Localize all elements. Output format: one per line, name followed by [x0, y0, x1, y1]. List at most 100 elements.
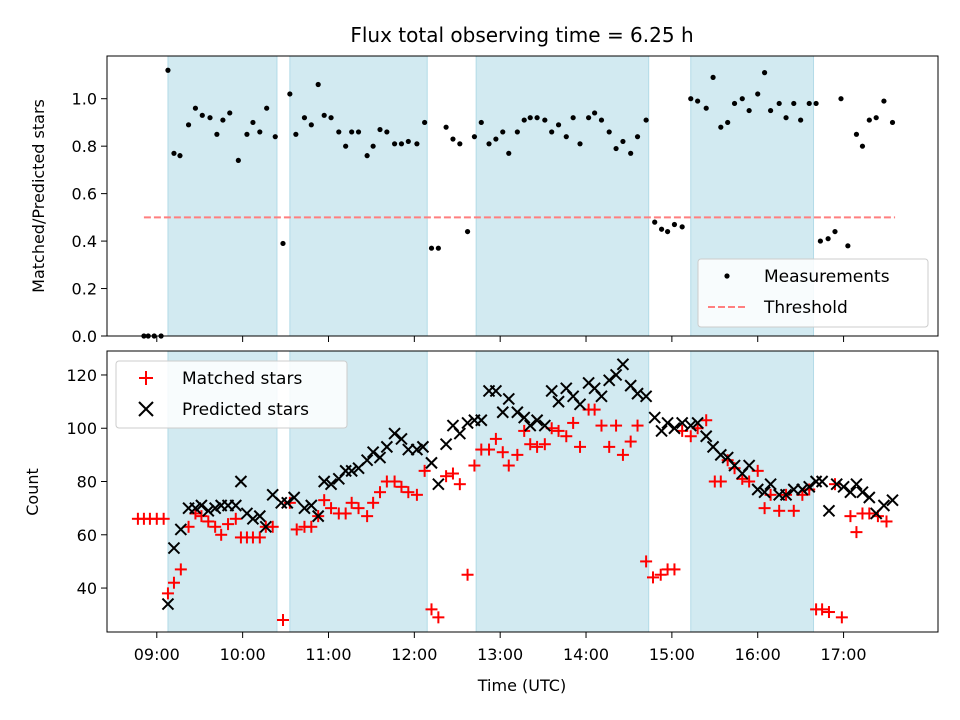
bot-x-tick-label-7: 16:00: [735, 645, 781, 664]
top-panel-frame: [106, 55, 939, 337]
measurement-point-32: [364, 153, 370, 159]
measurement-point-102: [866, 117, 872, 123]
predicted-point-71: [661, 416, 674, 430]
measurement-point-6: [177, 153, 183, 159]
measurement-point-36: [391, 141, 398, 147]
predicted-point-72: [668, 422, 681, 435]
predicted-point-101: [877, 499, 891, 512]
measurement-point-46: [464, 228, 471, 235]
bot-x-tick-label-3: 12:00: [391, 645, 437, 664]
predicted-point-62: [595, 390, 608, 403]
matched-point-56: [518, 424, 531, 437]
matched-point-44: [432, 611, 445, 624]
matched-point-79: [684, 430, 697, 443]
measurement-point-11: [214, 131, 220, 137]
matched-point-91: [773, 504, 786, 517]
bot-x-tick-label-8: 17:00: [821, 645, 867, 664]
matched-point-81: [700, 414, 713, 427]
top-y-tick-label-4: 0.8: [72, 137, 97, 156]
measurement-point-62: [577, 141, 583, 147]
measurement-point-63: [586, 115, 592, 121]
measurement-point-104: [881, 98, 887, 104]
predicted-point-39: [432, 477, 445, 491]
matched-point-31: [339, 507, 352, 520]
predicted-point-94: [830, 477, 843, 491]
predicted-point-85: [764, 477, 777, 491]
bot-y-tick-label-1: 60: [77, 526, 97, 545]
matched-point-39: [395, 480, 408, 493]
measurement-point-98: [838, 96, 844, 102]
predicted-point-40: [439, 438, 453, 451]
measurement-point-89: [776, 100, 782, 107]
measurement-point-31: [355, 129, 362, 135]
measurement-point-86: [755, 91, 761, 97]
matched-point-42: [418, 464, 431, 477]
matched-point-36: [373, 486, 386, 499]
bottom-panel-frame: [106, 350, 939, 633]
measurement-point-35: [384, 129, 390, 135]
predicted-point-98: [856, 485, 869, 499]
measurement-point-51: [500, 129, 506, 135]
predicted-point-65: [616, 358, 630, 371]
measurement-point-56: [534, 115, 540, 121]
matched-point-33: [352, 502, 365, 515]
bot-x-tick-label-2: 11:00: [305, 645, 351, 664]
matched-point-101: [844, 510, 857, 523]
predicted-point-68: [639, 390, 653, 403]
matched-point-66: [588, 403, 601, 416]
predicted-point-27: [345, 464, 358, 478]
matched-point-62: [560, 430, 573, 443]
matched-point-13: [215, 528, 228, 541]
bot-y-tick-label-2: 80: [77, 473, 97, 492]
top-y-tick-label-0: 0.0: [72, 327, 97, 346]
predicted-point-70: [655, 424, 668, 438]
predicted-point-37: [416, 440, 430, 454]
measurement-point-69: [628, 150, 634, 156]
predicted-point-55: [545, 384, 558, 398]
matched-point-97: [816, 603, 829, 616]
matched-point-100: [835, 611, 848, 624]
measurement-point-64: [592, 110, 598, 116]
measurement-point-33: [370, 143, 376, 149]
measurement-point-81: [718, 124, 724, 130]
predicted-point-48: [496, 406, 509, 419]
measurement-point-41: [428, 245, 435, 251]
matched-point-14: [222, 518, 235, 531]
predicted-point-82: [742, 459, 756, 472]
top-legend-box: [697, 258, 929, 328]
predicted-point-1: [167, 541, 181, 555]
predicted-point-93: [822, 504, 836, 518]
measurement-point-28: [336, 129, 342, 135]
predicted-point-59: [573, 398, 587, 411]
measurement-point-72: [652, 219, 658, 225]
predicted-point-18: [281, 496, 294, 510]
predicted-point-30: [366, 446, 380, 459]
measurement-point-13: [227, 110, 233, 116]
measurement-point-99: [845, 243, 851, 249]
measurement-point-79: [703, 105, 709, 111]
matched-point-48: [461, 568, 474, 581]
bot-y-tick-label-4: 120: [66, 366, 97, 385]
measurement-point-85: [746, 107, 752, 114]
matched-point-69: [610, 419, 623, 432]
predicted-point-69: [648, 411, 661, 424]
bot-y-tick-label-0: 40: [77, 579, 97, 598]
predicted-point-45: [475, 414, 488, 427]
predicted-point-54: [538, 419, 552, 432]
measurement-point-24: [308, 122, 314, 128]
matched-point-11: [202, 515, 215, 528]
bot-x-tick-label-4: 13:00: [477, 645, 523, 664]
top-shade-0: [167, 55, 278, 337]
top-shade-1: [289, 55, 428, 337]
predicted-point-63: [602, 374, 616, 387]
measurement-point-49: [486, 141, 492, 147]
x-axis-label: Time (UTC): [477, 676, 566, 695]
matched-point-75: [654, 568, 667, 581]
legend-threshold-label: Threshold: [763, 298, 848, 318]
predicted-point-13: [246, 512, 260, 526]
predicted-point-38: [425, 456, 438, 470]
measurement-point-67: [613, 145, 619, 152]
predicted-point-22: [311, 509, 325, 523]
matched-point-57: [524, 438, 537, 451]
